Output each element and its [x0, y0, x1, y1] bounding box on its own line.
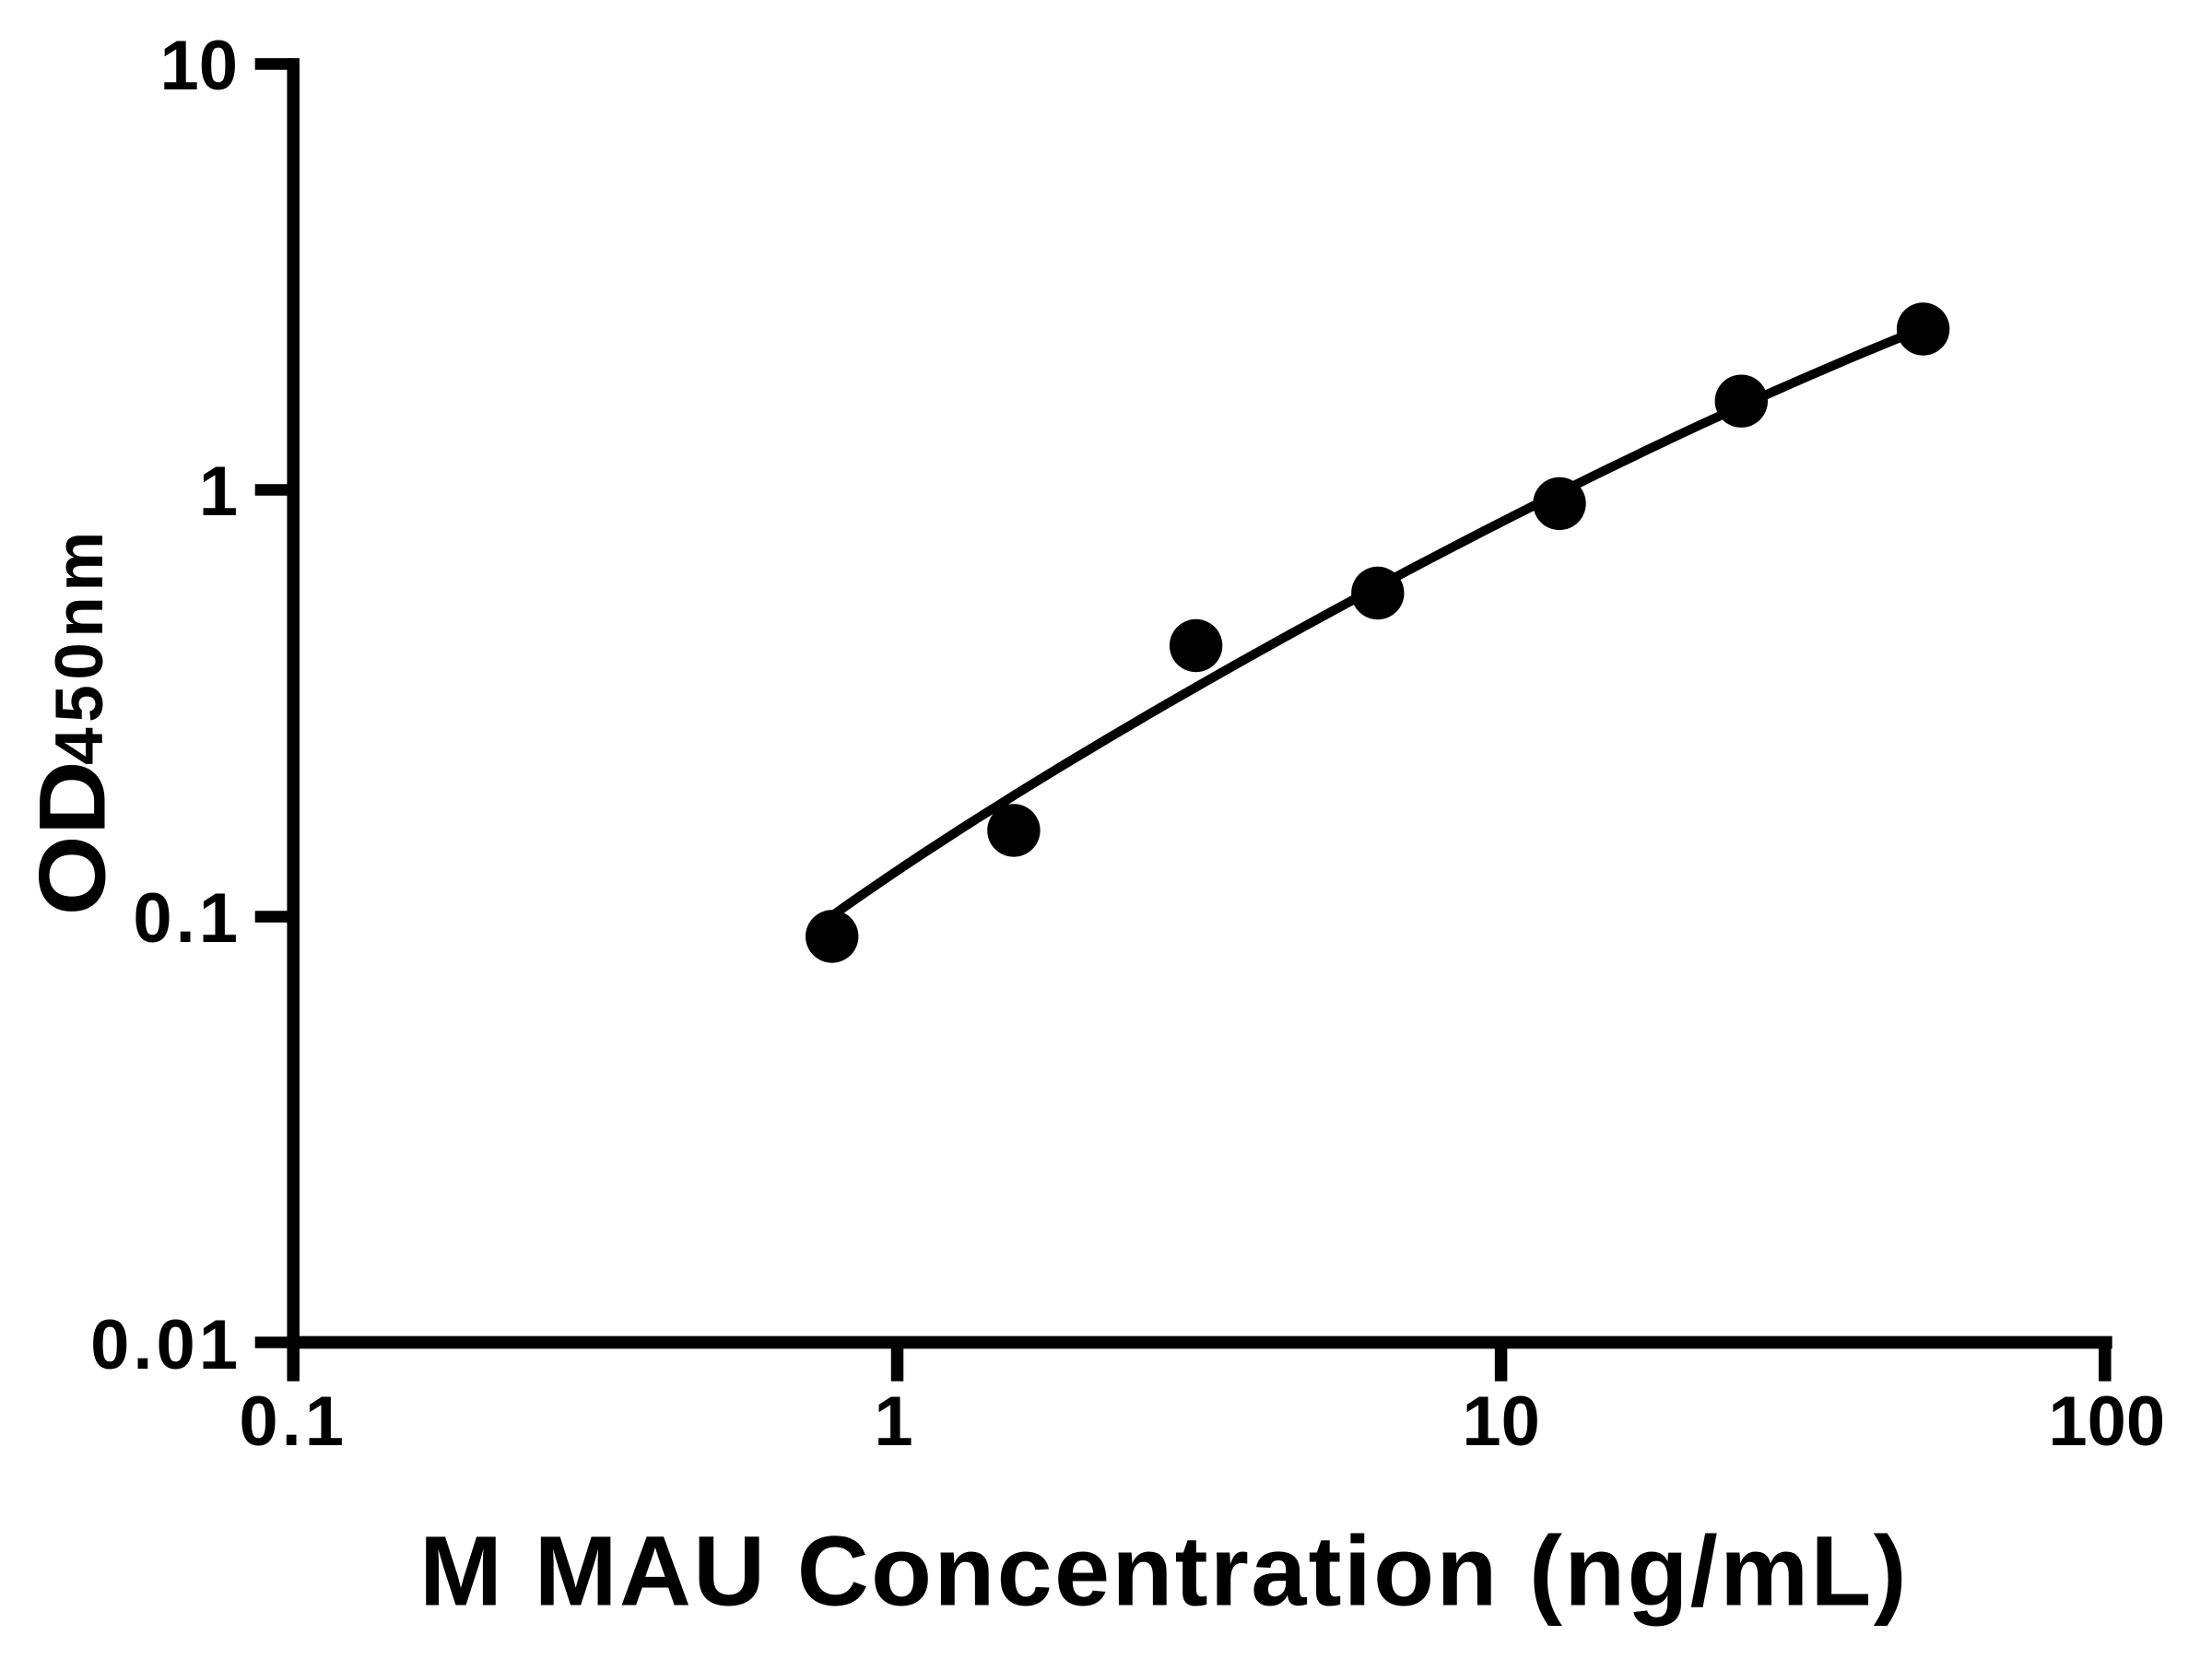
- svg-text:OD: OD: [19, 760, 124, 915]
- svg-text:1: 1: [874, 1382, 912, 1461]
- svg-text:0.1: 0.1: [133, 879, 241, 958]
- svg-text:1: 1: [199, 453, 238, 531]
- svg-text:0.01: 0.01: [90, 1306, 241, 1384]
- svg-text:10: 10: [1462, 1382, 1540, 1461]
- svg-text:450nm: 450nm: [42, 526, 117, 765]
- svg-text:100: 100: [2048, 1382, 2165, 1461]
- svg-text:0.1: 0.1: [239, 1382, 347, 1461]
- svg-text:10: 10: [159, 27, 238, 105]
- svg-text:M MAU Concentration (ng/mL): M MAU Concentration (ng/mL): [419, 1514, 1909, 1626]
